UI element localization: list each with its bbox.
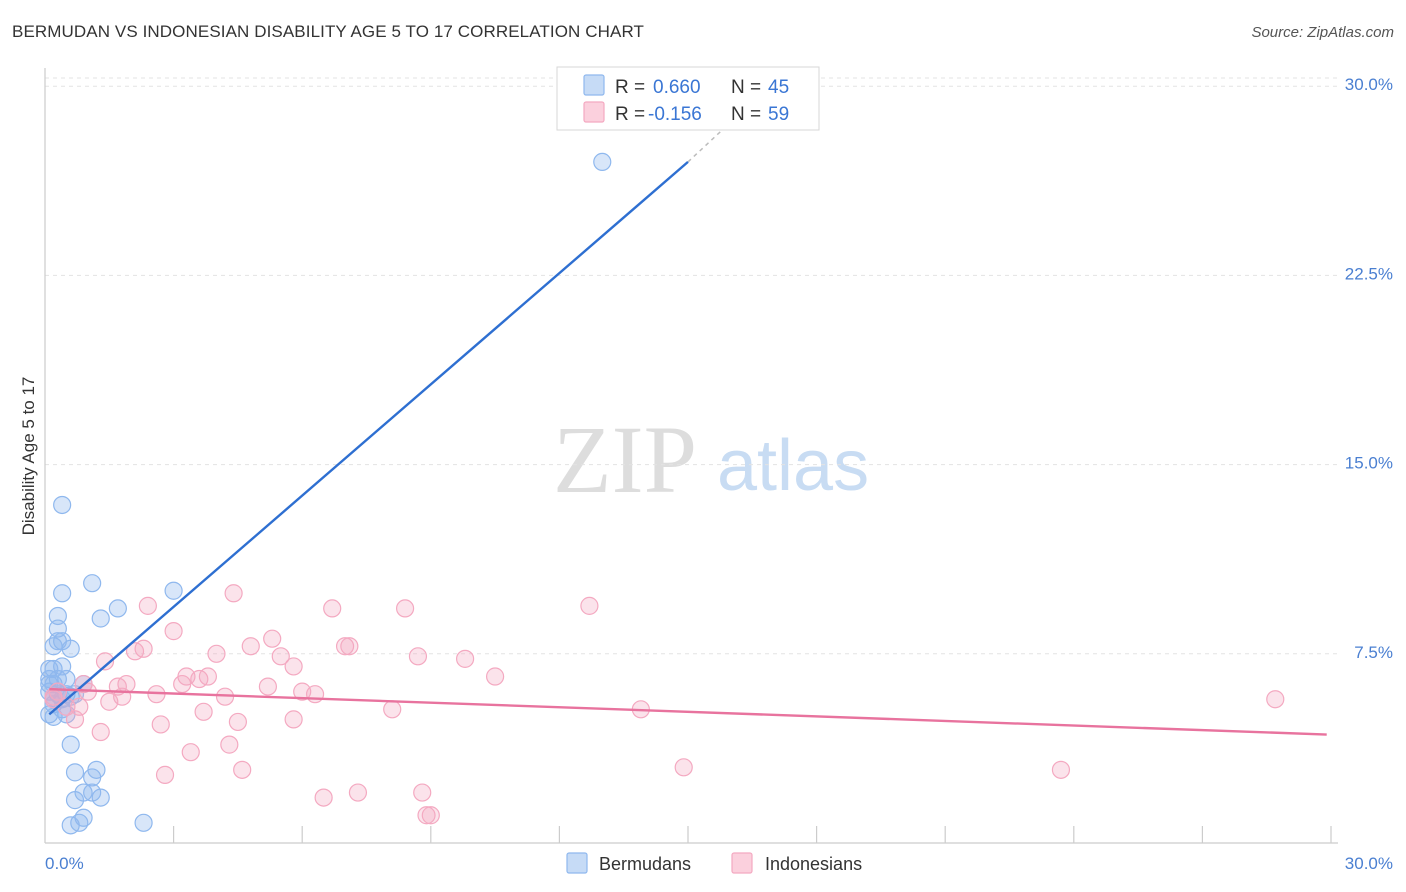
indonesians-point	[224, 584, 243, 603]
indonesians-point	[674, 758, 693, 777]
series-legend-label-bermudans: Bermudans	[599, 854, 691, 874]
watermark-zip: ZIP	[553, 406, 697, 513]
y-tick-label: 15.0%	[1345, 454, 1393, 473]
stats-legend: R = 0.660 N = 45 R = -0.156 N = 59	[556, 66, 820, 131]
indonesians-point	[271, 647, 290, 666]
indonesians-point	[314, 788, 333, 807]
indonesians-point	[173, 674, 192, 694]
legend-swatch-indonesians	[583, 101, 605, 123]
x-ticks	[173, 826, 1332, 843]
legend-r-label-bermudans: R =	[615, 77, 645, 98]
legend-n-label-indonesians: N =	[731, 104, 761, 125]
series-legend-swatch-bermudans	[566, 852, 588, 874]
indonesians-point	[348, 783, 368, 802]
x-tick-label-30: 30.0%	[1345, 854, 1393, 873]
bermudans-point	[108, 599, 127, 618]
legend-r-label-indonesians: R =	[615, 104, 645, 125]
indonesians-point	[44, 690, 63, 709]
y-axis-title: Disability Age 5 to 17	[19, 377, 38, 536]
series-legend-label-indonesians: Indonesians	[765, 854, 862, 874]
indonesians-point	[194, 702, 213, 721]
series-legend: Bermudans Indonesians	[566, 852, 862, 874]
indonesians-point	[125, 642, 145, 661]
indonesians-point	[580, 596, 599, 615]
indonesians-point	[408, 647, 428, 666]
grid-lines	[45, 77, 1338, 655]
indonesians-point	[335, 637, 355, 656]
indonesians-point	[207, 644, 226, 663]
y-tick-label: 7.5%	[1354, 643, 1393, 662]
indonesians-point	[220, 735, 239, 754]
indonesians-point	[1051, 760, 1071, 779]
bermudans-point	[53, 584, 72, 603]
indonesians-point	[138, 596, 157, 615]
indonesians-point	[228, 712, 247, 732]
chart-title: BERMUDAN VS INDONESIAN DISABILITY AGE 5 …	[12, 22, 644, 41]
indonesians-point	[233, 760, 252, 779]
indonesians-point	[1266, 690, 1285, 709]
bermudans-point	[61, 735, 80, 754]
indonesians-point	[421, 806, 440, 825]
indonesians-point	[65, 710, 85, 729]
bermudans-point	[83, 768, 102, 787]
y-tick-label: 22.5%	[1345, 264, 1393, 283]
bermudans-point	[83, 574, 102, 593]
bermudans-point	[65, 791, 85, 810]
legend-r-value-indonesians: -0.156	[648, 104, 702, 125]
indonesians-point	[95, 652, 115, 671]
indonesians-point	[258, 677, 278, 696]
bermudans-point	[91, 609, 110, 628]
indonesians-point	[413, 783, 432, 802]
legend-n-label-bermudans: N =	[731, 77, 761, 98]
bermudans-point	[91, 788, 110, 807]
bermudans-point	[61, 639, 80, 658]
indonesians-point	[151, 715, 170, 734]
indonesians-point	[263, 629, 282, 648]
indonesians-point	[486, 667, 505, 686]
indonesians-point	[164, 622, 183, 641]
legend-r-value-bermudans: 0.660	[653, 77, 701, 98]
bermudans-point	[164, 581, 183, 600]
bermudans-point	[70, 813, 89, 832]
indonesians-point	[181, 743, 200, 762]
watermark-atlas: atlas	[717, 426, 869, 506]
indonesians-point	[305, 685, 325, 704]
indonesians-point	[323, 599, 342, 618]
y-tick-label: 30.0%	[1345, 75, 1393, 94]
indonesians-point	[340, 637, 359, 656]
bermudans-point	[65, 763, 85, 782]
bermudans-point	[53, 495, 72, 515]
indonesians-point	[455, 649, 475, 668]
indonesians-point	[417, 806, 436, 825]
indonesians-point	[284, 657, 303, 676]
indonesians-point	[155, 765, 175, 784]
legend-n-value-bermudans: 45	[768, 77, 789, 98]
indonesians-point	[395, 599, 415, 618]
bermudans-point	[48, 606, 67, 626]
indonesians-point	[241, 637, 260, 656]
chart-source: Source: ZipAtlas.com	[1251, 24, 1394, 41]
indonesians-point	[100, 692, 119, 711]
series-legend-swatch-indonesians	[731, 852, 753, 874]
bermudans-point	[593, 152, 612, 172]
bermudans-trend-line	[48, 160, 689, 716]
y-tick-labels: 7.5% 15.0% 22.5% 30.0%	[1345, 75, 1393, 662]
indonesians-point	[91, 722, 110, 742]
x-tick-label-0: 0.0%	[45, 854, 84, 873]
indonesians-point	[383, 700, 402, 719]
scatter-points	[40, 152, 1285, 835]
bermudans-point	[134, 813, 153, 832]
bermudans-point	[83, 783, 102, 802]
legend-n-value-indonesians: 59	[768, 104, 789, 125]
legend-swatch-bermudans	[583, 74, 605, 96]
bermudans-point	[44, 637, 63, 656]
indonesians-point	[284, 710, 303, 729]
indonesians-trend-line	[49, 687, 1327, 736]
indonesians-point	[190, 669, 209, 689]
